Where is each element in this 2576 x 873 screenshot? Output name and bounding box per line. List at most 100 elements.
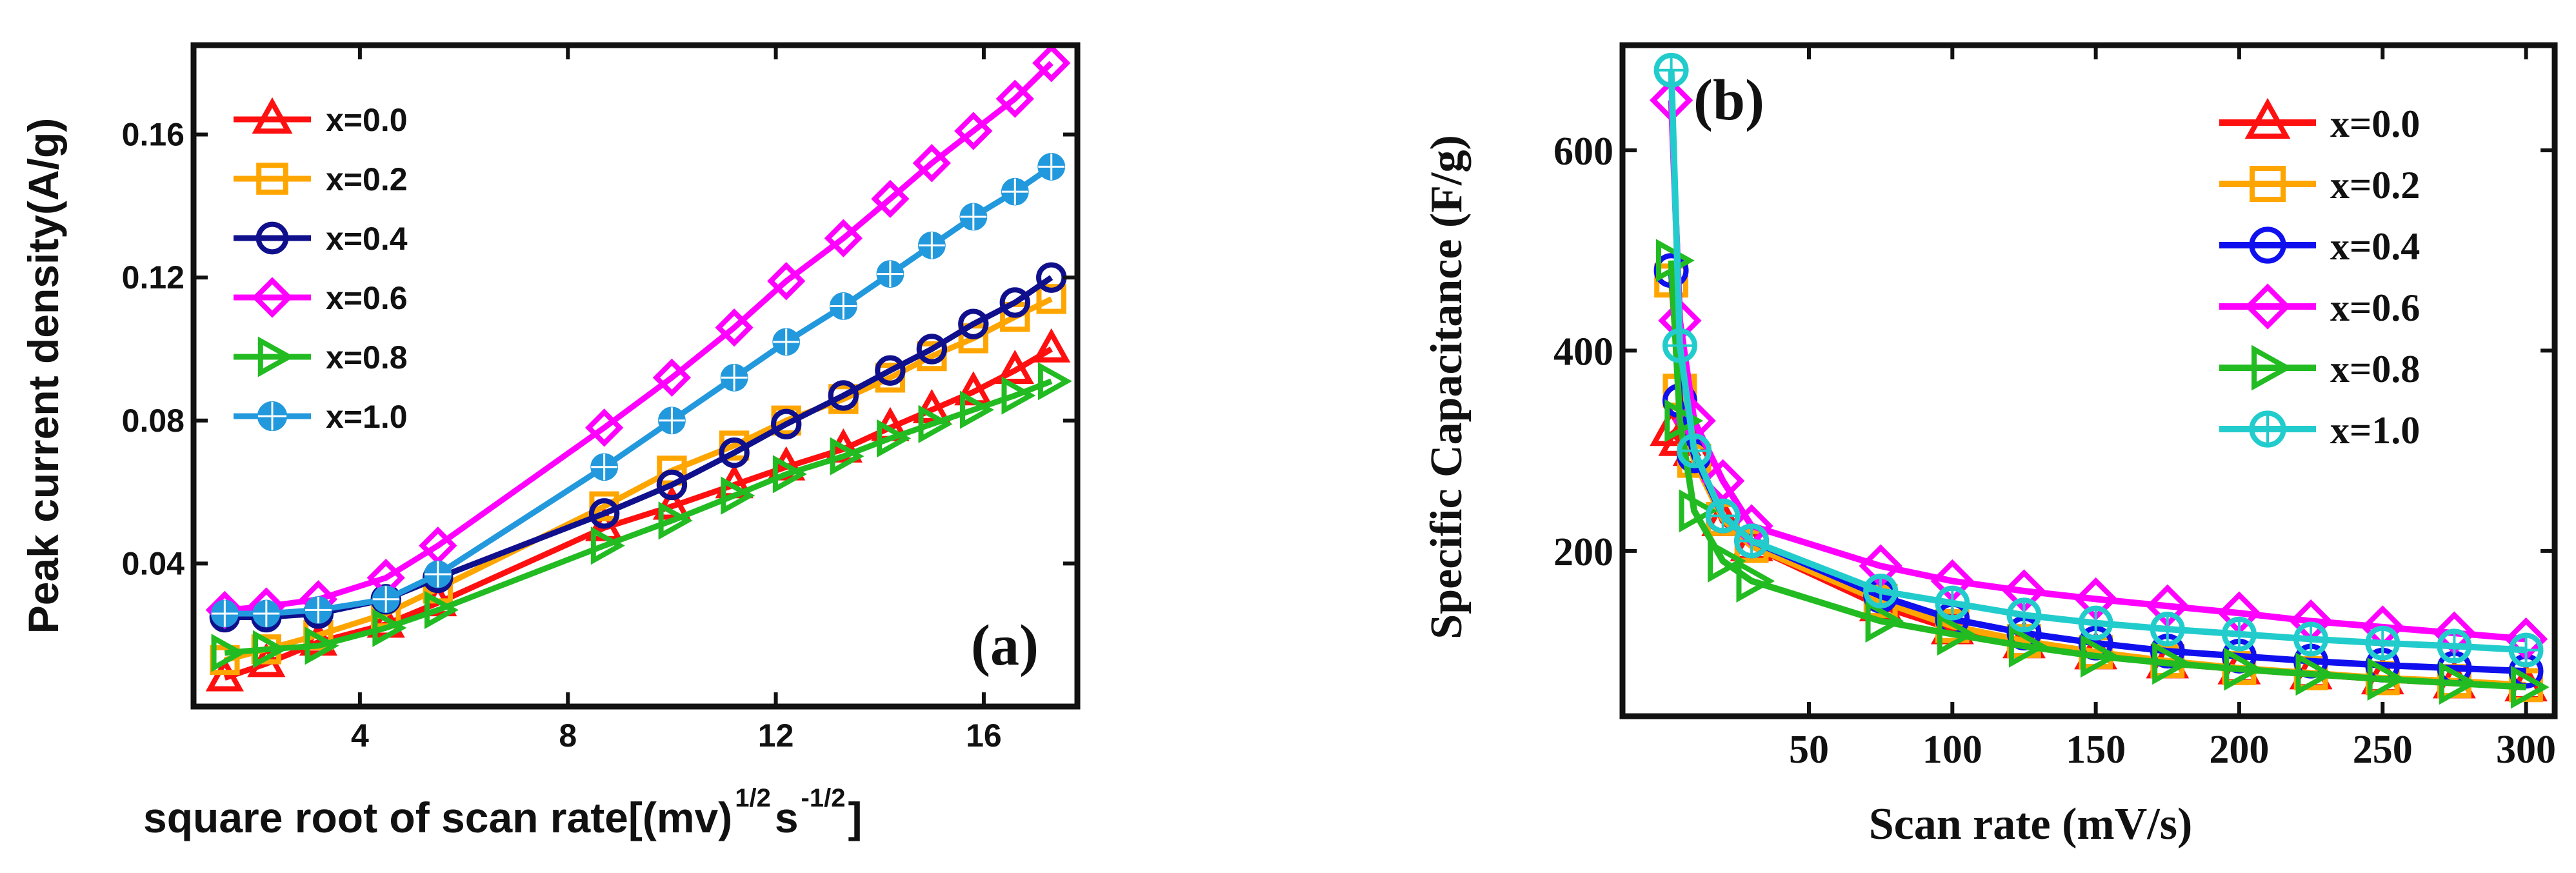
point-a-x=1.0-0 xyxy=(210,599,239,628)
y-tick-label-b: 400 xyxy=(1553,330,1613,374)
point-b-x=1.0-3 xyxy=(1705,498,1741,534)
point-b-x=1.0-10-cross xyxy=(2224,619,2254,649)
legend-label-b: x=0.0 xyxy=(2330,103,2420,145)
panel-label-a: (a) xyxy=(971,614,1039,677)
point-a-x=0.0-11 xyxy=(912,388,951,423)
legend-label-a: x=0.8 xyxy=(326,339,408,376)
point-b-x=1.0-2-cross xyxy=(1679,436,1710,466)
point-b-x=0.8-11 xyxy=(2295,652,2335,696)
panel-b: 50 100 150 200 250 300 200 400 600 Specific Capac… xyxy=(1422,42,2558,849)
point-b-x=1.0-5-cross xyxy=(1866,576,1896,606)
point-a-x=1.0-10 xyxy=(876,260,904,288)
legend-marker-b-1 xyxy=(2250,166,2286,202)
point-b-x=1.0-3-cross xyxy=(1708,501,1738,531)
point-b-x=0.8-2 xyxy=(1679,489,1718,533)
x-tick-label-b: 150 xyxy=(2066,728,2126,772)
y-tick-label-a: 0.08 xyxy=(122,403,185,439)
point-a-x=0.2-14 xyxy=(1036,284,1066,314)
x-tick-label-a: 8 xyxy=(559,717,577,754)
point-a-x=0.6-10 xyxy=(871,179,910,218)
point-a-x=0.8-4 xyxy=(424,590,459,630)
point-b-x=1.0-1 xyxy=(1662,328,1697,363)
point-a-x=1.0-0-cross xyxy=(211,600,238,627)
point-a-x=1.0-5-cross xyxy=(591,454,618,481)
legend-marker-a-2 xyxy=(255,221,289,255)
point-b-x=1.0-9-cross xyxy=(2152,614,2182,644)
point-a-x=0.6-7 xyxy=(715,308,754,347)
point-a-x=1.0-4-cross xyxy=(424,561,452,588)
legend-marker-a-5-cross xyxy=(257,401,287,431)
point-a-x=0.0-8 xyxy=(767,446,806,481)
point-a-x=0.6-14 xyxy=(1032,44,1071,83)
point-b-x=1.0-12-cross xyxy=(2368,628,2398,658)
point-a-x=0.6-8 xyxy=(767,262,806,301)
point-a-x=0.8-13 xyxy=(1001,376,1036,415)
x-axis-label-a-unit: s xyxy=(775,794,799,841)
legend-marker-b-0 xyxy=(2244,97,2291,139)
legend-label-b: x=0.8 xyxy=(2330,348,2420,390)
series-a-x=0.4 xyxy=(209,262,1067,633)
point-b-x=1.0-10 xyxy=(2221,616,2257,652)
legend-label-b: x=0.4 xyxy=(2330,225,2420,268)
x-tick-label-a: 16 xyxy=(966,717,1002,754)
point-a-x=1.0-12-cross xyxy=(960,203,987,230)
point-a-x=0.6-11 xyxy=(912,144,952,183)
point-b-x=1.0-4-cross xyxy=(1737,526,1767,556)
point-a-x=0.8-6 xyxy=(658,501,693,540)
point-a-x=1.0-13 xyxy=(1001,177,1029,206)
x-axis-label-b: Scan rate (mV/s) xyxy=(1869,799,2193,849)
point-a-x=1.0-7 xyxy=(720,363,748,392)
point-a-x=0.0-9 xyxy=(824,428,863,463)
series-b-x=0.8 xyxy=(1655,239,2550,709)
point-a-x=1.0-2 xyxy=(305,596,332,624)
point-b-x=1.0-13-cross xyxy=(2439,631,2470,661)
y-tick-label-b: 200 xyxy=(1553,530,1613,574)
series-b-x=1.0 xyxy=(1653,52,2544,668)
legend-marker-a-0 xyxy=(252,97,293,134)
x-axis-label-a-exp1: 1/2 xyxy=(735,784,771,812)
legend-a: x=0.0 x=0.2 x=0.4 x=0.6 x=0.8 x=1.0 xyxy=(234,97,408,435)
point-a-x=1.0-14 xyxy=(1037,152,1066,181)
point-b-x=1.0-0-cross xyxy=(1656,55,1686,85)
legend-marker-b-5 xyxy=(2249,410,2286,448)
point-b-x=0.8-10 xyxy=(2224,647,2263,691)
legend-label-a: x=0.4 xyxy=(326,221,408,257)
x-axis-label-a: square root of scan rate[(mv) 1/2 s -1/2] xyxy=(143,784,862,841)
x-axis-label-a-exp2: -1/2 xyxy=(801,784,846,812)
point-a-x=0.8-0 xyxy=(211,634,246,672)
point-b-x=1.0-11 xyxy=(2293,621,2329,657)
point-a-x=0.0-6 xyxy=(652,485,692,520)
legend-b: x=0.0 x=0.2 x=0.4 x=0.6 x=0.8 x=1.0 xyxy=(2219,97,2420,452)
series-b-x=0.2 xyxy=(1654,263,2543,703)
point-a-x=0.4-5 xyxy=(588,498,620,529)
point-a-x=1.0-13-cross xyxy=(1001,178,1028,205)
point-b-x=1.0-7-cross xyxy=(2009,600,2039,630)
point-a-x=1.0-6-cross xyxy=(659,407,685,434)
x-tick-label-b: 50 xyxy=(1789,728,1829,772)
point-b-x=1.0-6 xyxy=(1935,585,1970,621)
point-a-x=0.8-7 xyxy=(721,476,755,515)
x-axis-label-a-main: square root of scan rate[(mv) xyxy=(143,794,732,841)
series-a-x=0.8 xyxy=(211,362,1072,672)
point-a-x=1.0-3 xyxy=(372,585,400,614)
point-b-x=1.0-5 xyxy=(1863,574,1899,608)
point-a-x=0.6-13 xyxy=(995,79,1034,118)
line-b-x=0.8 xyxy=(1668,260,2526,690)
legend-marker-a-5 xyxy=(257,401,288,432)
point-a-x=1.0-11-cross xyxy=(918,232,945,259)
point-b-x=1.0-6-cross xyxy=(1937,588,1968,618)
point-a-x=1.0-1-cross xyxy=(253,600,280,627)
point-a-x=1.0-8-cross xyxy=(773,328,800,356)
point-a-x=1.0-12 xyxy=(959,203,988,231)
point-a-x=0.6-9 xyxy=(824,219,863,257)
line-a-x=0.6 xyxy=(224,61,1053,613)
x-tick-label-b: 200 xyxy=(2209,728,2269,772)
point-a-x=0.8-11 xyxy=(918,405,953,443)
x-tick-label-a: 4 xyxy=(351,717,369,754)
point-a-x=0.0-0 xyxy=(205,657,244,692)
point-b-x=1.0-14 xyxy=(2508,632,2544,668)
y-tick-label-b: 600 xyxy=(1553,130,1613,174)
point-a-x=1.0-9 xyxy=(829,292,857,320)
point-b-x=0.8-1 xyxy=(1664,399,1704,443)
y-tick-label-a: 0.04 xyxy=(122,545,185,581)
